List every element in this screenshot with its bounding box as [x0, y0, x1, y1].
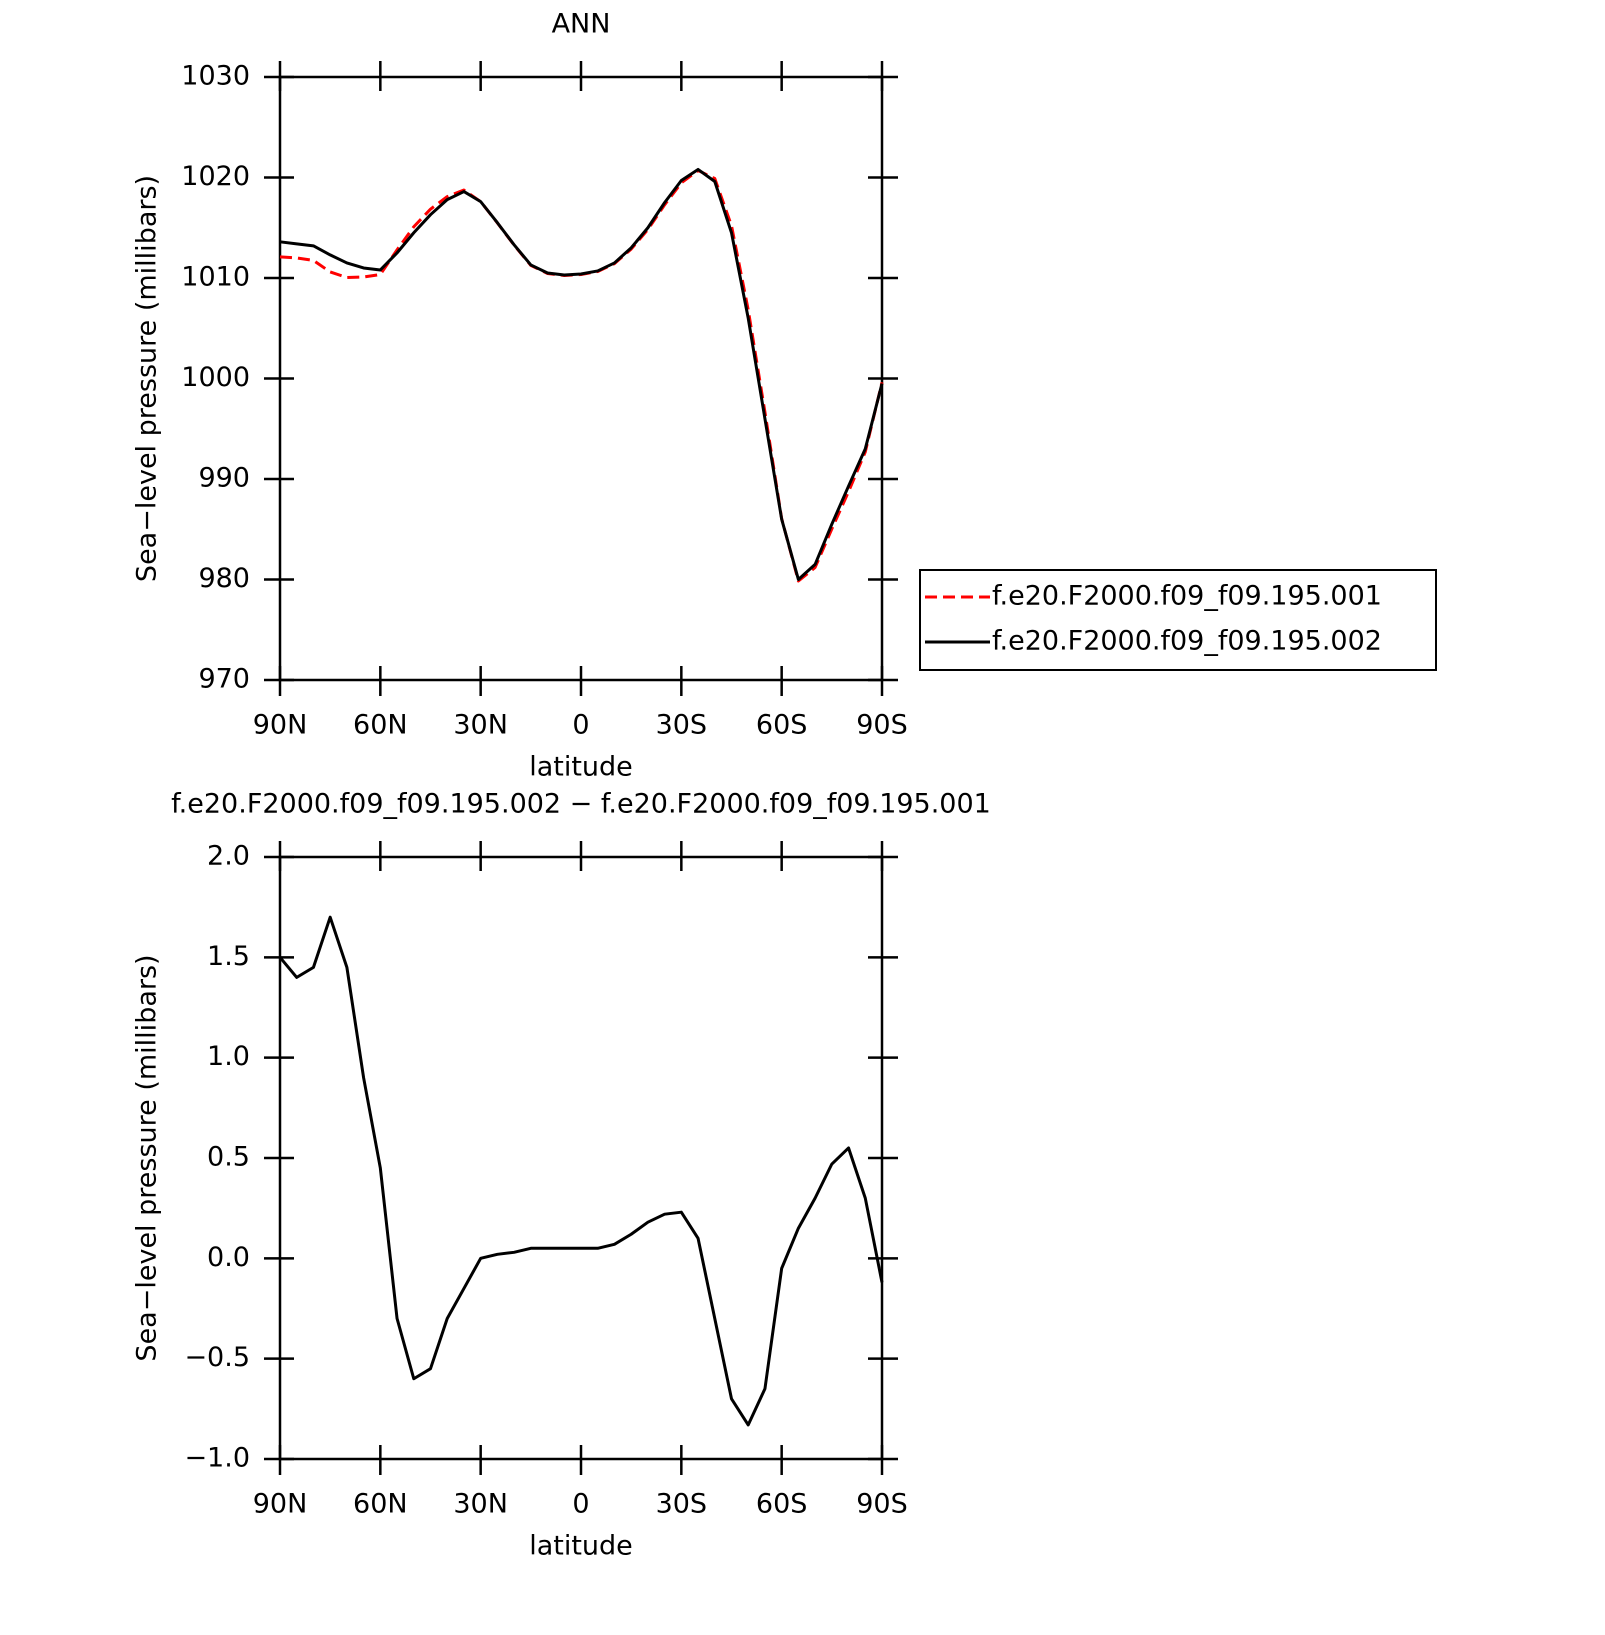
legend-label: f.e20.F2000.f09_f09.195.002 [992, 626, 1382, 657]
y-tick-label: 1010 [181, 262, 250, 293]
x-tick-label: 60N [353, 710, 408, 741]
x-tick-label: 90S [856, 710, 908, 741]
x-tick-label: 60S [756, 710, 808, 741]
x-tick-label: 30S [656, 1489, 708, 1520]
chart-title: f.e20.F2000.f09_f09.195.002 − f.e20.F200… [171, 789, 991, 820]
y-tick-label: 990 [198, 463, 250, 494]
x-tick-label: 90S [856, 1489, 908, 1520]
x-tick-label: 0 [572, 1489, 589, 1520]
x-tick-label: 30S [656, 710, 708, 741]
x-axis-label: latitude [529, 752, 633, 783]
x-tick-label: 60S [756, 1489, 808, 1520]
series-line [278, 915, 884, 1427]
y-tick-label: 1030 [181, 61, 250, 92]
y-tick-label: 1.5 [207, 941, 250, 972]
y-tick-label: 1020 [181, 161, 250, 192]
series-line [279, 167, 884, 581]
x-tick-label: 90N [253, 1489, 308, 1520]
legend-box [919, 569, 1437, 671]
legend-label: f.e20.F2000.f09_f09.195.001 [992, 581, 1382, 612]
plot-frame [278, 75, 884, 682]
x-tick-label: 30N [453, 1489, 508, 1520]
y-tick-label: −0.5 [184, 1342, 250, 1373]
plot-frame [278, 855, 884, 1461]
y-axis-label: Sea−level pressure (millibars) [132, 175, 163, 582]
x-tick-label: 60N [353, 1489, 408, 1520]
chart-title: ANN [552, 9, 611, 40]
series-line [279, 168, 884, 583]
x-tick-label: 30N [453, 710, 508, 741]
y-axis-label: Sea−level pressure (millibars) [132, 954, 163, 1361]
y-tick-label: 1.0 [207, 1041, 250, 1072]
y-tick-label: 1000 [181, 362, 250, 393]
x-axis-label: latitude [529, 1531, 633, 1562]
y-tick-label: 980 [198, 563, 250, 594]
x-tick-label: 0 [572, 710, 589, 741]
y-tick-label: 2.0 [207, 841, 250, 872]
y-tick-label: 970 [198, 664, 250, 695]
y-tick-label: −1.0 [184, 1443, 250, 1474]
x-tick-label: 90N [253, 710, 308, 741]
y-tick-label: 0.5 [207, 1142, 250, 1173]
y-tick-label: 0.0 [207, 1242, 250, 1273]
